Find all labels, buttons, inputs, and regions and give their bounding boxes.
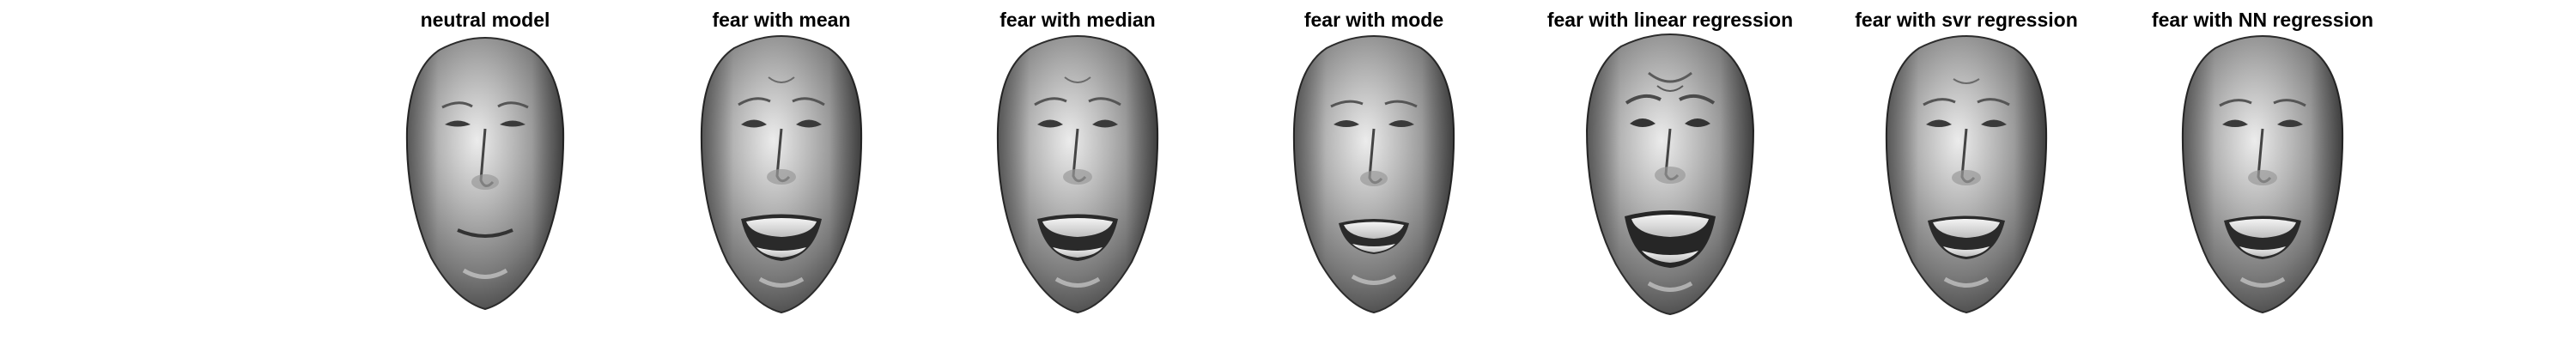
right-eye (1388, 120, 1414, 127)
left-eye (445, 120, 471, 127)
lower-teeth (756, 247, 806, 258)
left-brow (1923, 98, 1956, 106)
forehead-wrinkle (768, 76, 795, 83)
upper-teeth (746, 218, 817, 237)
face-render-fear-mode (1292, 35, 1455, 314)
chin-highlight (1351, 274, 1397, 285)
lower-teeth (1053, 247, 1103, 258)
lower-teeth (1642, 251, 1698, 263)
left-brow (2219, 99, 2252, 107)
forehead-wrinkle (1064, 76, 1091, 83)
lower-teeth (2239, 246, 2286, 257)
face-side-shading (406, 38, 564, 309)
nose-tip (1063, 169, 1092, 185)
right-brow (1679, 94, 1716, 105)
upper-teeth (1042, 218, 1113, 237)
nose-tip (1360, 171, 1388, 186)
left-brow (1034, 97, 1067, 106)
left-brow (738, 97, 771, 106)
right-brow (2273, 99, 2306, 107)
panel-title: fear with median (999, 9, 1156, 31)
nose-tip (1952, 170, 1981, 185)
chin-highlight (1943, 276, 1990, 288)
right-brow (1384, 100, 1418, 108)
face-render-fear-linear-regression (1585, 33, 1755, 316)
face-render-fear-nn-regression (2181, 35, 2344, 314)
left-eye (1630, 118, 1656, 127)
face-render-fear-svr-regression (1885, 35, 2048, 314)
left-eye (1334, 120, 1359, 127)
lower-teeth (1943, 246, 1990, 257)
panel-title: fear with NN regression (2151, 9, 2374, 31)
right-eye (1981, 119, 2007, 127)
upper-teeth (2229, 219, 2296, 238)
right-brow (1088, 97, 1121, 106)
left-eye (1926, 119, 1952, 127)
left-eye (2222, 119, 2248, 127)
face-render-neutral (405, 37, 565, 311)
right-eye (796, 119, 822, 128)
chin-highlight (462, 268, 508, 279)
lower-teeth (1352, 244, 1395, 252)
right-brow (792, 97, 825, 106)
panel-fear-svr-regression: fear with svr regression (1825, 0, 2108, 358)
chin-highlight (2239, 276, 2286, 288)
mouth-neutral (457, 228, 513, 238)
right-eye (2277, 119, 2303, 127)
nose-tip (2248, 170, 2277, 185)
panel-title: neutral model (420, 9, 550, 31)
forehead-wrinkle (1953, 78, 1980, 84)
panel-fear-linear-regression: fear with linear regression (1528, 0, 1812, 358)
nose-tip (1655, 167, 1686, 184)
right-brow (1977, 98, 2010, 106)
nose-tip (471, 174, 499, 190)
upper-teeth (1344, 221, 1404, 239)
chin-highlight (758, 276, 805, 288)
panel-fear-median: fear with median (936, 0, 1219, 358)
face-render-fear-mean (700, 35, 863, 314)
chin-highlight (1054, 276, 1101, 288)
panel-title: fear with mode (1303, 9, 1444, 31)
upper-teeth (1631, 215, 1709, 237)
left-brow (1330, 100, 1364, 108)
right-eye (1092, 119, 1118, 128)
left-brow (441, 101, 473, 109)
chin-highlight (1647, 281, 1693, 292)
forehead-wrinkle (1656, 85, 1684, 92)
panel-title: fear with linear regression (1546, 9, 1794, 31)
panel-title: fear with svr regression (1855, 9, 2078, 31)
panel-neutral-model: neutral model (343, 0, 627, 358)
upper-teeth (1933, 219, 2000, 238)
right-eye (500, 120, 526, 127)
panel-fear-mean: fear with mean (640, 0, 923, 358)
left-eye (1037, 119, 1063, 128)
forehead-wrinkle (1648, 71, 1692, 83)
face-render-fear-median (996, 35, 1159, 314)
right-brow (497, 101, 529, 109)
left-eye (741, 119, 767, 128)
nose-tip (767, 169, 796, 185)
left-brow (1625, 94, 1662, 105)
panel-fear-mode: fear with mode (1232, 0, 1516, 358)
right-eye (1685, 118, 1710, 127)
panel-title: fear with mean (712, 9, 851, 31)
panel-fear-nn-regression: fear with NN regression (2121, 0, 2404, 358)
